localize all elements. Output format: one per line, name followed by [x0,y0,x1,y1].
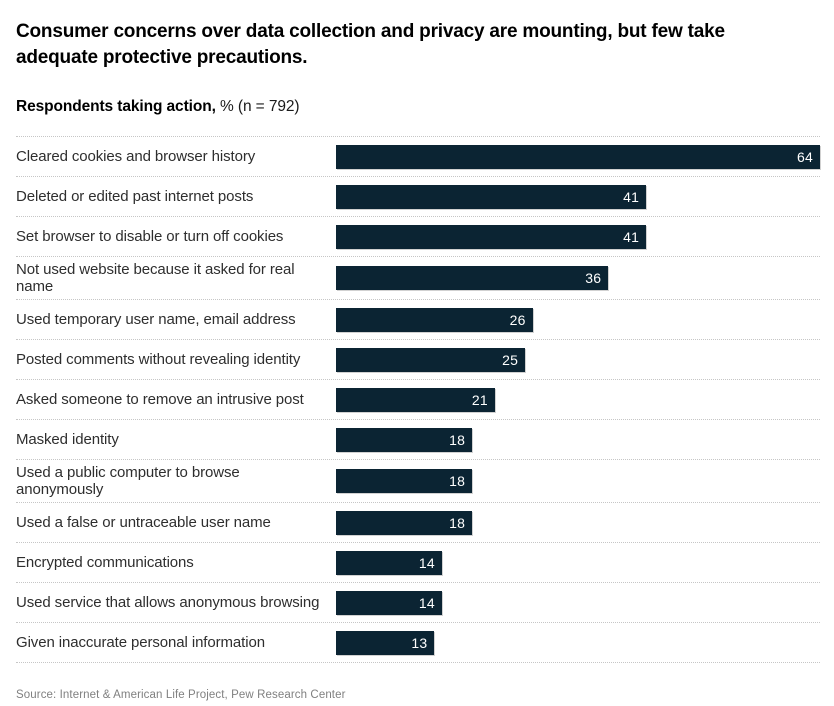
chart-subtitle-bold: Respondents taking action, [16,98,216,115]
bar: 13 [336,630,435,655]
chart-subtitle-rest: % (n = 792) [215,98,300,115]
bar: 36 [336,266,609,290]
bar-track: 26 [336,307,820,332]
row-label: Encrypted communications [16,554,194,571]
bar-value: 21 [471,391,488,408]
bar-track: 18 [336,469,820,493]
chart-row: Used a public computer to browse anonymo… [16,459,820,502]
bar-track: 64 [336,144,820,169]
bar-track: 14 [336,550,820,575]
chart-row: Masked identity 18 [16,419,820,459]
row-label: Deleted or edited past internet posts [16,188,254,205]
bar-value: 14 [418,554,435,571]
bar-value: 18 [449,431,466,448]
chart-row: Given inaccurate personal information 13 [16,622,820,662]
source-note: Source: Internet & American Life Project… [16,689,346,701]
page-title: Consumer concerns over data collection a… [16,21,725,68]
row-label: Posted comments without revealing identi… [16,351,301,368]
bar-track: 13 [336,630,820,655]
row-label: Set browser to disable or turn off cooki… [16,228,284,245]
row-label: Asked someone to remove an intrusive pos… [16,391,304,408]
bar: 21 [336,387,495,412]
bar: 18 [336,469,473,493]
chart-row: Cleared cookies and browser history 64 [16,136,820,176]
bar-value: 41 [623,188,640,205]
bar-value: 41 [623,228,640,245]
bar-value: 14 [418,594,435,611]
bar: 41 [336,184,647,209]
chart-row: Used temporary user name, email address 2… [16,299,820,339]
bar-value: 18 [449,473,466,489]
chart-row: Posted comments without revealing identi… [16,339,820,379]
row-label: Used temporary user name, email address [16,311,296,328]
bar-track: 18 [336,427,820,452]
bar-track: 41 [336,184,820,209]
row-label: Masked identity [16,431,119,448]
bar-track: 14 [336,590,820,615]
row-label: Used service that allows anonymous brows… [16,594,320,611]
bar: 14 [336,590,442,615]
chart-row: Not used website because it asked for re… [16,256,820,299]
bar-value: 64 [797,148,813,165]
bar-value: 18 [449,514,466,531]
chart-row: Deleted or edited past internet posts 41 [16,176,820,216]
bar: 18 [336,510,473,535]
bar: 18 [336,427,473,452]
chart-row: Set browser to disable or turn off cooki… [16,216,820,256]
bar-value: 13 [411,634,428,651]
bar-value: 26 [509,311,526,328]
bar: 25 [336,347,526,372]
bar: 41 [336,224,647,249]
chart-row: Used a false or untraceable user name 18 [16,502,820,542]
bar: 14 [336,550,442,575]
row-label: Used a false or untraceable user name [16,514,271,531]
chart-row: Asked someone to remove an intrusive pos… [16,379,820,419]
bar: 26 [336,307,533,332]
row-label: Cleared cookies and browser history [16,148,256,165]
bar-track: 41 [336,224,820,249]
bar-track: 21 [336,387,820,412]
chart-row: Encrypted communications 14 [16,542,820,582]
bar-track: 36 [336,266,820,290]
chart-subtitle: Respondents taking action, % (n = 792) [16,98,820,116]
row-label: Used a public computer to browse anonymo… [16,464,240,498]
bar-track: 18 [336,510,820,535]
row-label: Given inaccurate personal information [16,634,265,651]
row-label: Not used website because it asked for re… [16,261,295,295]
bar: 64 [336,144,820,169]
bar-chart: Cleared cookies and browser history 64 Del… [16,136,820,663]
chart-row: Used service that allows anonymous brows… [16,582,820,622]
bar-value: 36 [585,270,602,286]
bar-value: 25 [502,351,519,368]
bar-track: 25 [336,347,820,372]
